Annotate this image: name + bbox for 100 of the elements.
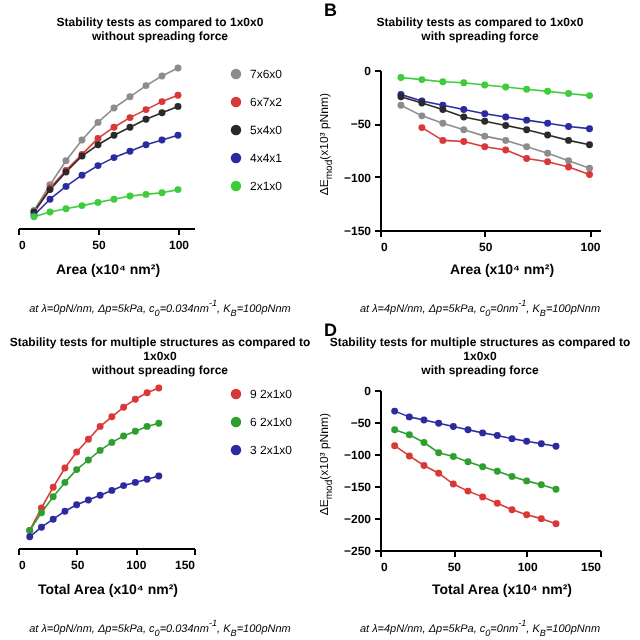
point bbox=[439, 78, 447, 86]
point bbox=[439, 106, 447, 113]
point bbox=[26, 533, 34, 541]
point bbox=[110, 104, 118, 112]
point bbox=[464, 458, 472, 466]
point bbox=[493, 467, 501, 475]
point bbox=[552, 520, 560, 528]
point bbox=[460, 106, 468, 113]
point bbox=[523, 85, 531, 93]
point bbox=[38, 523, 45, 531]
point bbox=[131, 427, 139, 435]
point bbox=[142, 106, 150, 114]
point bbox=[418, 112, 426, 120]
point bbox=[420, 439, 428, 446]
point bbox=[110, 154, 118, 162]
point bbox=[158, 98, 166, 106]
point bbox=[502, 146, 510, 154]
point bbox=[96, 422, 104, 430]
point bbox=[523, 126, 531, 134]
point bbox=[131, 395, 139, 403]
point bbox=[126, 123, 134, 131]
point bbox=[108, 438, 116, 446]
point bbox=[158, 109, 166, 117]
point bbox=[84, 496, 92, 504]
point bbox=[586, 125, 593, 133]
point bbox=[449, 453, 457, 461]
point bbox=[78, 202, 86, 210]
point bbox=[62, 182, 70, 190]
point bbox=[435, 449, 443, 457]
point bbox=[78, 171, 86, 179]
point bbox=[110, 195, 118, 203]
point bbox=[84, 435, 92, 443]
point bbox=[110, 131, 118, 139]
point bbox=[565, 90, 573, 97]
point bbox=[405, 413, 413, 421]
point bbox=[391, 442, 399, 450]
point bbox=[131, 478, 139, 486]
point bbox=[174, 64, 182, 72]
point bbox=[523, 155, 531, 162]
point bbox=[420, 462, 428, 469]
point bbox=[565, 157, 573, 165]
point bbox=[143, 422, 151, 430]
point bbox=[418, 76, 426, 84]
point bbox=[508, 472, 516, 480]
point bbox=[502, 136, 510, 144]
point bbox=[174, 91, 182, 99]
point bbox=[142, 115, 150, 123]
point bbox=[143, 389, 151, 397]
point bbox=[544, 119, 552, 127]
point bbox=[508, 435, 516, 443]
point bbox=[46, 208, 54, 216]
point bbox=[110, 123, 118, 131]
point bbox=[502, 83, 510, 91]
point bbox=[108, 486, 116, 494]
point bbox=[94, 162, 102, 170]
point bbox=[537, 481, 545, 489]
point bbox=[158, 136, 166, 144]
point bbox=[49, 483, 57, 491]
point bbox=[523, 437, 531, 445]
point bbox=[552, 485, 560, 493]
point bbox=[96, 491, 104, 499]
point bbox=[502, 122, 510, 129]
point bbox=[73, 466, 81, 474]
point bbox=[126, 147, 134, 155]
point bbox=[120, 403, 128, 411]
point bbox=[405, 431, 413, 439]
point bbox=[73, 448, 81, 456]
point bbox=[544, 158, 552, 166]
point bbox=[439, 119, 447, 127]
point bbox=[108, 413, 116, 421]
point bbox=[49, 493, 57, 501]
point bbox=[565, 163, 573, 171]
point bbox=[142, 82, 150, 90]
point bbox=[544, 131, 552, 139]
point bbox=[174, 102, 182, 110]
point bbox=[449, 423, 457, 430]
point bbox=[464, 426, 472, 434]
point bbox=[460, 126, 468, 134]
point bbox=[481, 143, 489, 151]
point bbox=[78, 136, 86, 144]
point bbox=[493, 499, 501, 507]
point bbox=[449, 480, 457, 488]
point bbox=[397, 101, 405, 109]
text: D bbox=[324, 320, 337, 340]
point bbox=[142, 190, 150, 198]
point bbox=[481, 110, 489, 118]
point bbox=[493, 431, 501, 439]
point bbox=[142, 141, 150, 149]
point bbox=[94, 134, 102, 142]
point bbox=[523, 477, 531, 485]
point bbox=[120, 482, 128, 490]
point bbox=[126, 192, 134, 200]
point bbox=[435, 469, 443, 477]
point bbox=[586, 141, 593, 149]
point bbox=[481, 132, 489, 140]
point bbox=[158, 72, 166, 80]
point bbox=[391, 426, 399, 434]
point bbox=[174, 186, 182, 194]
point bbox=[405, 452, 413, 460]
point bbox=[523, 143, 531, 151]
